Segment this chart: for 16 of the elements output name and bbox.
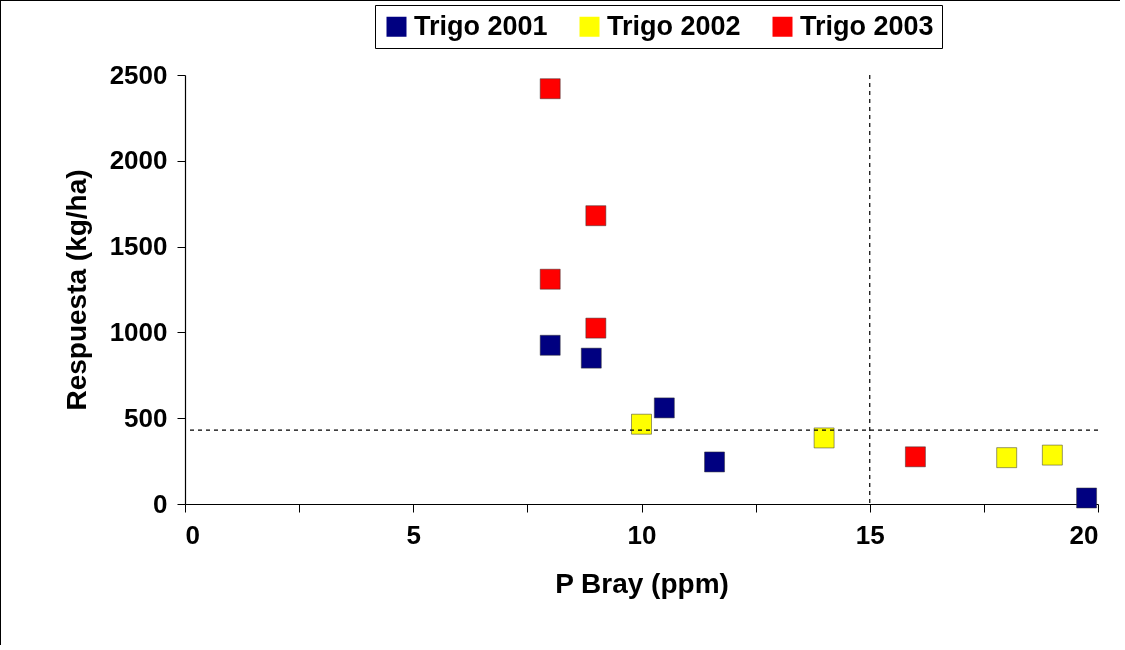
legend-label: Trigo 2002 <box>607 10 741 41</box>
x-tick-label: 5 <box>406 519 421 550</box>
x-axis-title: P Bray (ppm) <box>555 567 729 599</box>
x-tick-label: 0 <box>185 519 200 550</box>
y-axis-title: Respuesta (kg/ha) <box>60 169 92 411</box>
y-tick-label: 500 <box>124 402 168 433</box>
y-tick-label: 2500 <box>109 59 168 90</box>
y-tick-label: 1000 <box>109 316 168 347</box>
y-tick-label: 1500 <box>109 231 168 262</box>
legend-label: Trigo 2003 <box>800 10 934 41</box>
y-tick-label: 0 <box>153 488 168 519</box>
x-tick-label: 10 <box>627 519 657 550</box>
y-tick-label: 2000 <box>109 145 168 176</box>
legend-label: Trigo 2001 <box>414 10 548 41</box>
x-tick-label: 15 <box>855 519 885 550</box>
x-tick-label: 20 <box>1069 519 1099 550</box>
